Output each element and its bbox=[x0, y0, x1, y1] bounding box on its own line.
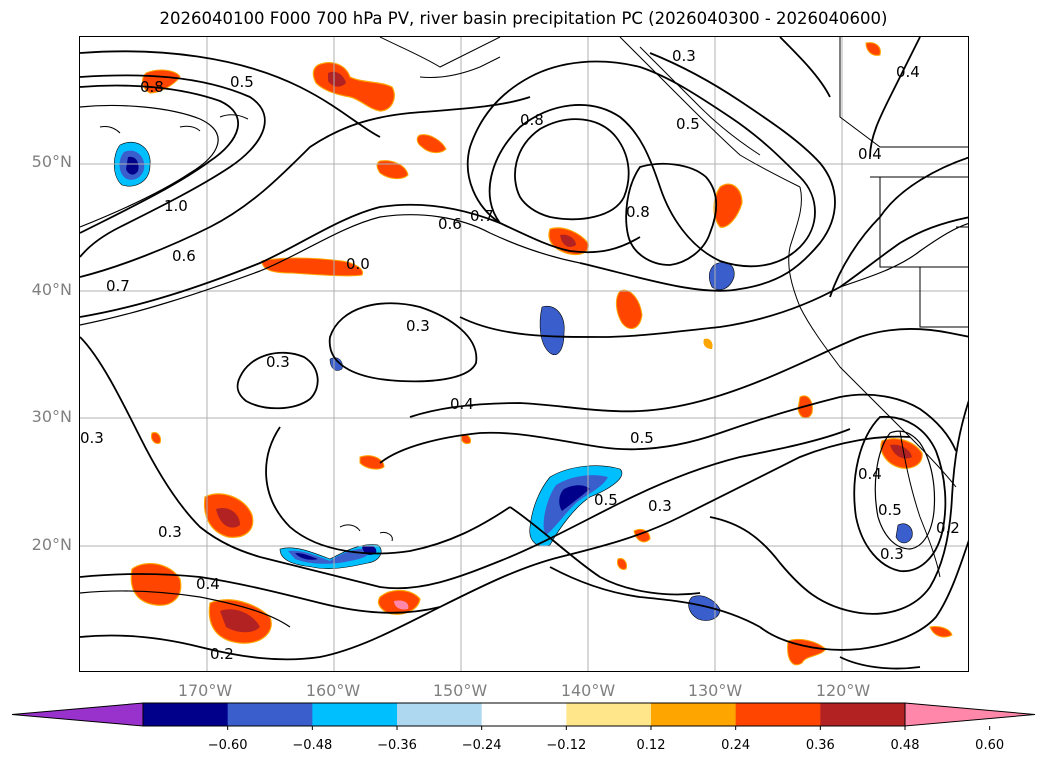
contour-label: 0.4 bbox=[858, 145, 882, 163]
precip-blob bbox=[416, 134, 447, 154]
pv-contours bbox=[80, 37, 968, 670]
contour-label: 0.5 bbox=[676, 115, 700, 133]
precip-blob bbox=[890, 444, 912, 459]
contour-label: 0.2 bbox=[210, 645, 234, 663]
contour-label: 0.3 bbox=[406, 317, 430, 335]
precip-blob bbox=[216, 507, 240, 528]
contour-label: 0.5 bbox=[630, 429, 654, 447]
contour-label: 0.5 bbox=[878, 501, 902, 519]
contour-labels: 0.8 0.5 1.0 0.6 0.7 0.8 0.5 0.7 0.6 0.8 … bbox=[80, 47, 960, 663]
precip-blob bbox=[329, 357, 343, 371]
colorbar-segment bbox=[735, 703, 821, 726]
precip-blob bbox=[295, 553, 318, 560]
lat-label-20n: 20°N bbox=[31, 535, 72, 554]
contour-label: 0.7 bbox=[470, 207, 494, 225]
lat-label-50n: 50°N bbox=[31, 152, 72, 171]
lon-label-160w: 160°W bbox=[305, 681, 361, 700]
precip-blob bbox=[126, 156, 139, 175]
contour-label: 0.0 bbox=[346, 255, 370, 273]
contour-label: 1.0 bbox=[164, 197, 188, 215]
colorbar-segment bbox=[651, 703, 737, 726]
lat-label-40n: 40°N bbox=[31, 280, 72, 299]
contour-label: 0.8 bbox=[520, 111, 544, 129]
contour-label: 0.3 bbox=[266, 353, 290, 371]
colorbar-tick-label: 0.48 bbox=[890, 738, 920, 753]
precip-blob bbox=[543, 475, 608, 535]
precip-positive-areas bbox=[130, 42, 953, 666]
map-panel: 0.8 0.5 1.0 0.6 0.7 0.8 0.5 0.7 0.6 0.8 … bbox=[79, 36, 969, 672]
precip-blob bbox=[394, 600, 409, 610]
contour-label: 0.3 bbox=[158, 523, 182, 541]
contour-label: 0.4 bbox=[858, 465, 882, 483]
contour-label: 0.6 bbox=[172, 247, 196, 265]
precip-blob bbox=[288, 548, 371, 564]
lon-label-150w: 150°W bbox=[432, 681, 488, 700]
contour-label: 0.3 bbox=[880, 545, 904, 563]
colorbar-tick-label: 0.60 bbox=[975, 738, 1005, 753]
colorbar-extend-low bbox=[11, 702, 144, 727]
precip-blob bbox=[703, 338, 713, 349]
contour-label: 0.6 bbox=[438, 215, 462, 233]
contour-label: 0.8 bbox=[140, 78, 164, 96]
precip-blob bbox=[560, 234, 576, 247]
colorbar-tick-label: −0.60 bbox=[207, 738, 248, 753]
colorbar-tick-label: −0.36 bbox=[377, 738, 417, 753]
precip-blob bbox=[688, 595, 721, 621]
colorbar-frame bbox=[142, 702, 906, 727]
colorbar-segment bbox=[312, 703, 398, 726]
colorbar-extend-high bbox=[904, 702, 1036, 727]
colorbar-segment bbox=[566, 703, 652, 726]
lon-label-120w: 120°W bbox=[815, 681, 871, 700]
colorbar-tick-label: 0.12 bbox=[636, 738, 666, 753]
lat-label-30n: 30°N bbox=[31, 407, 72, 426]
contour-label: 0.3 bbox=[80, 429, 104, 447]
contour-label: 0.4 bbox=[450, 395, 474, 413]
contour-label: 0.4 bbox=[896, 63, 920, 81]
precip-blob bbox=[615, 289, 643, 330]
precip-blob bbox=[539, 305, 565, 355]
precip-blob bbox=[220, 609, 260, 633]
precip-blob bbox=[261, 257, 364, 277]
contour-label: 0.2 bbox=[936, 519, 960, 537]
colorbar-tick-label: 0.24 bbox=[721, 738, 751, 753]
contour-label: 0.3 bbox=[648, 497, 672, 515]
precip-blob bbox=[559, 485, 590, 511]
contour-label: 0.3 bbox=[672, 47, 696, 65]
precip-blob bbox=[151, 432, 161, 444]
coastlines bbox=[99, 37, 968, 578]
colorbar-tick-label: −0.24 bbox=[461, 738, 502, 753]
colorbar-tick-label: 0.36 bbox=[805, 738, 835, 753]
precip-blob bbox=[929, 626, 953, 638]
colorbar-segment bbox=[143, 703, 229, 726]
precip-blob bbox=[895, 523, 913, 544]
colorbar-segment bbox=[481, 703, 567, 726]
contour-label: 0.5 bbox=[594, 491, 618, 509]
contour-label: 0.8 bbox=[626, 203, 650, 221]
contour-label: 0.5 bbox=[230, 73, 254, 91]
colorbar-tick-label: −0.12 bbox=[546, 738, 587, 753]
contour-label: 0.7 bbox=[106, 277, 130, 295]
precip-blob bbox=[328, 71, 346, 87]
precip-blob bbox=[359, 455, 385, 470]
chart-title: 2026040100 F000 700 hPa PV, river basin … bbox=[159, 9, 888, 28]
precip-blob bbox=[787, 638, 827, 666]
colorbar-segment bbox=[397, 703, 483, 726]
lon-label-130w: 130°W bbox=[687, 681, 743, 700]
precip-blob bbox=[617, 558, 627, 570]
lon-label-140w: 140°W bbox=[560, 681, 616, 700]
precip-blob bbox=[713, 183, 743, 228]
colorbar-tick-label: −0.48 bbox=[292, 738, 333, 753]
colorbar-segment bbox=[227, 703, 313, 726]
precip-blob bbox=[865, 42, 881, 56]
lon-label-170w: 170°W bbox=[177, 681, 233, 700]
colorbar-segment bbox=[820, 703, 906, 726]
contour-label: 0.4 bbox=[196, 575, 220, 593]
